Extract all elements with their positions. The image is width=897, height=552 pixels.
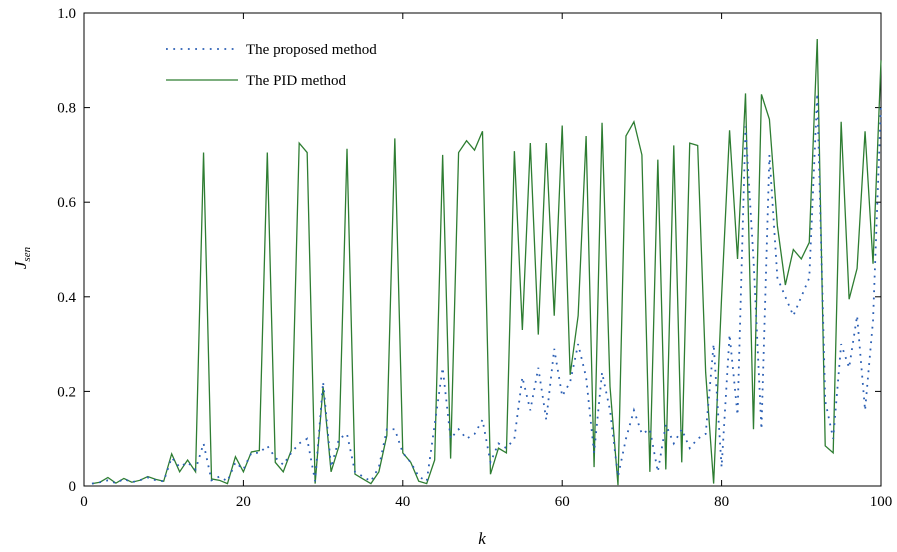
x-tick-label: 100 xyxy=(870,494,893,510)
y-tick-label: 0 xyxy=(69,479,77,495)
y-axis-label-main: J xyxy=(11,260,30,269)
y-axis-label: Jsen xyxy=(11,246,33,269)
x-tick-label: 60 xyxy=(555,494,570,510)
axis-ticks xyxy=(83,12,882,487)
series-line-pid xyxy=(91,38,882,486)
y-tick-label: 0.4 xyxy=(57,290,76,306)
x-tick-label: 80 xyxy=(714,494,729,510)
series-layer xyxy=(91,38,882,486)
y-tick-label: 0.2 xyxy=(57,384,76,400)
y-axis-label-sub: sen xyxy=(21,246,33,261)
legend-label-proposed: The proposed method xyxy=(246,42,377,58)
y-tick-label: 0.8 xyxy=(57,101,76,117)
legend: The proposed method The PID method xyxy=(166,42,377,89)
plot-area-frame xyxy=(83,12,882,487)
legend-label-pid: The PID method xyxy=(246,73,346,89)
y-tick-label: 1.0 xyxy=(57,6,76,22)
y-tick-label: 0.6 xyxy=(57,195,76,211)
x-tick-label: 0 xyxy=(80,494,88,510)
series-line-proposed xyxy=(91,93,882,485)
x-axis-label: k xyxy=(478,529,486,548)
x-tick-label: 40 xyxy=(395,494,410,510)
x-tick-label: 20 xyxy=(236,494,251,510)
axis-tick-labels: 0 20 40 60 80 100 0 0.2 0.4 0.6 0.8 1.0 xyxy=(57,6,892,510)
